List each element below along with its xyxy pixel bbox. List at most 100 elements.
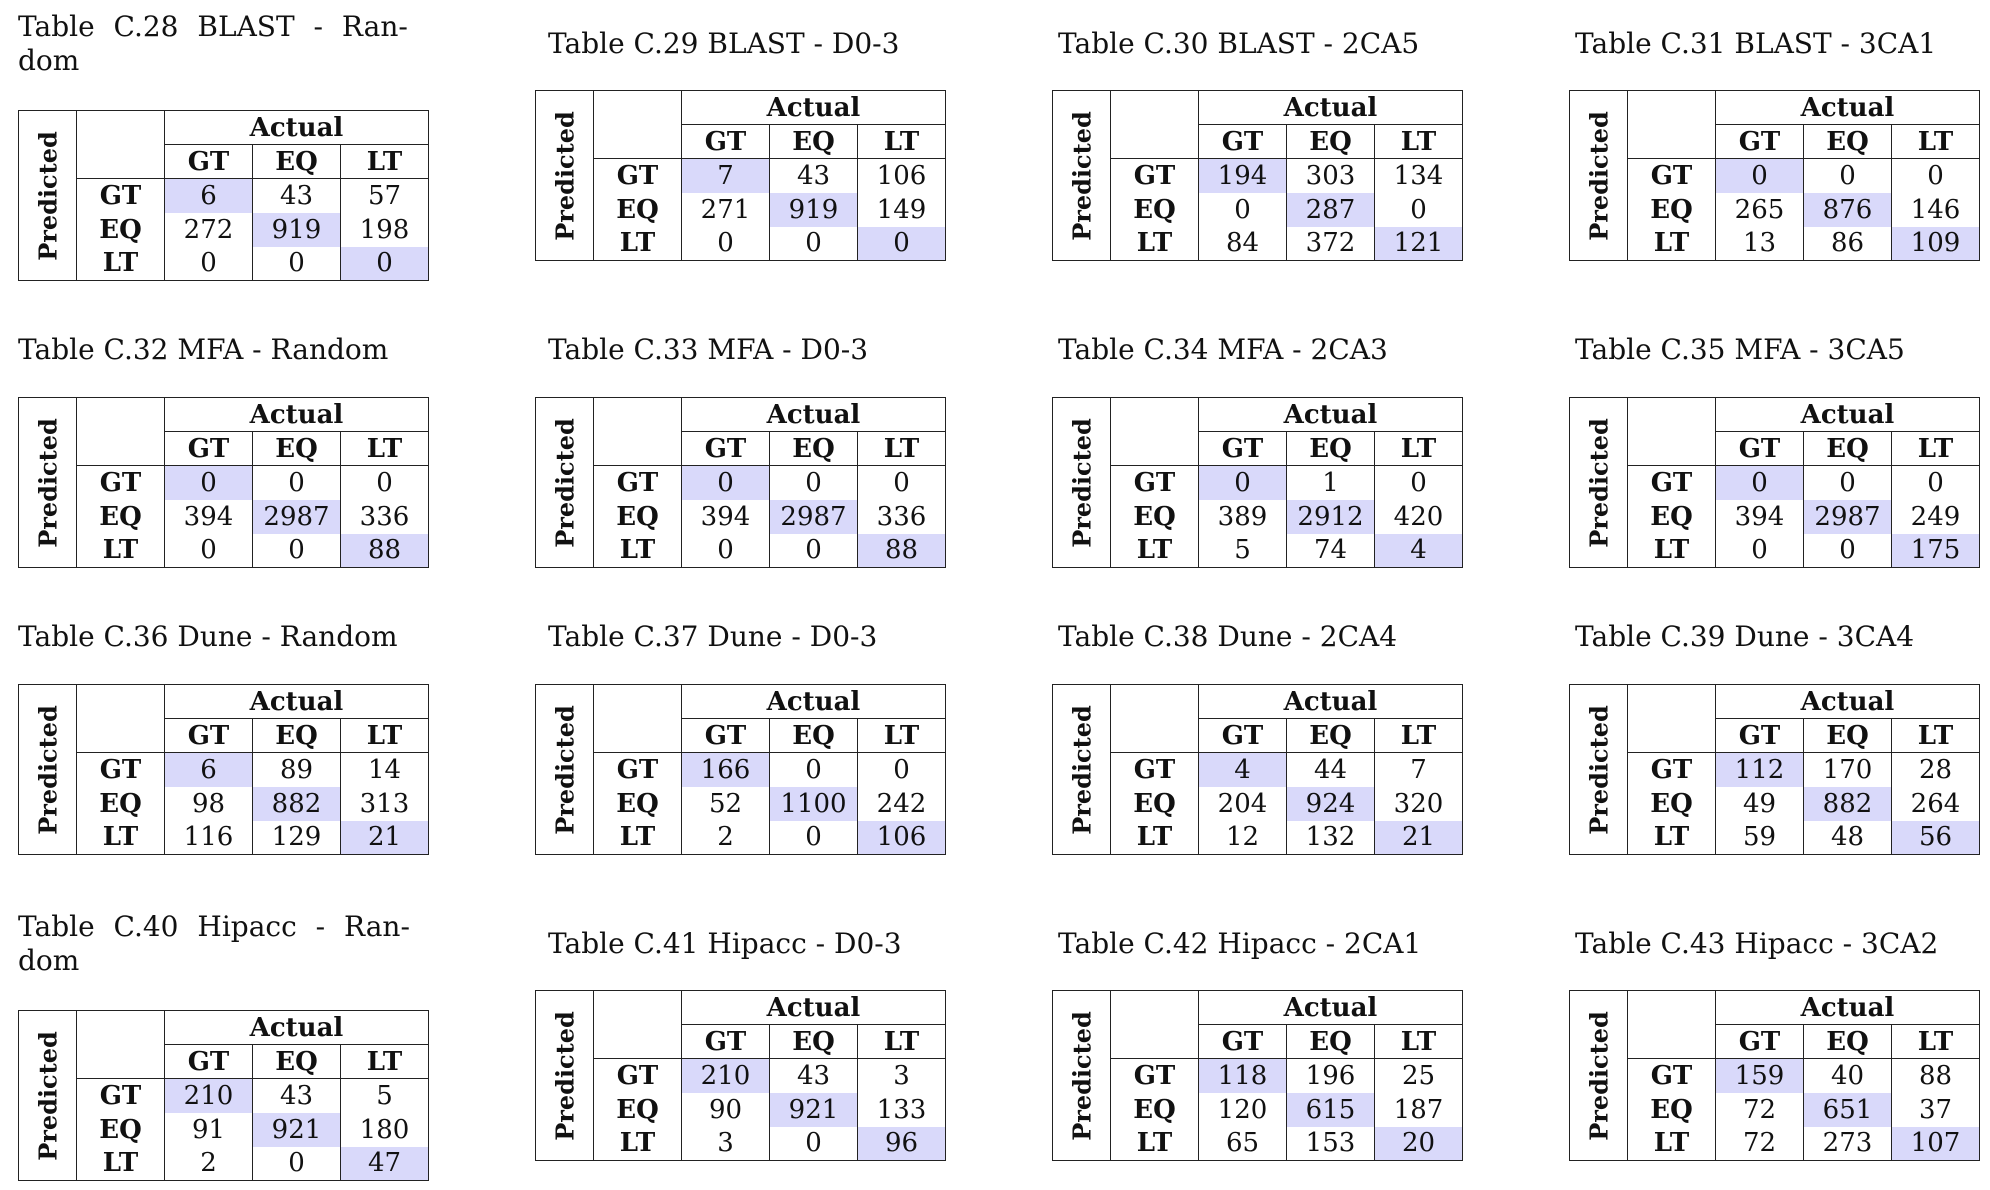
- value-cell: 86: [1803, 226, 1892, 261]
- row-header-gt: GT: [76, 1078, 165, 1113]
- table-row: GT 6 89 14: [19, 752, 429, 787]
- actual-header: Actual: [1198, 990, 1463, 1025]
- value-cell: 0: [769, 465, 858, 500]
- value-cell: 134: [1374, 158, 1463, 193]
- value-cell: 44: [1286, 752, 1375, 787]
- predicted-label: Predicted: [535, 90, 594, 261]
- corner-cell: [1627, 397, 1716, 466]
- row-header-eq: EQ: [593, 786, 682, 821]
- column-header-eq: EQ: [1803, 718, 1892, 753]
- column-header-lt: LT: [857, 1024, 946, 1059]
- diagonal-cell: 0: [857, 226, 946, 261]
- table-caption: Table C.30 BLAST - 2CA5: [1058, 27, 1420, 60]
- column-header-lt: LT: [340, 1044, 429, 1079]
- value-cell: 170: [1803, 752, 1892, 787]
- value-cell: 2: [164, 1146, 253, 1181]
- table-row: GT 0 0 0: [1570, 465, 1980, 500]
- row-header-lt: LT: [1110, 820, 1199, 855]
- value-cell: 106: [857, 158, 946, 193]
- value-cell: 3: [857, 1058, 946, 1093]
- confusion-matrix-table: Predicted Actual GT EQ LT GT 210 43 5 EQ 91 921 180 L…: [18, 1010, 429, 1181]
- table-row: GT 194 303 134: [1053, 158, 1463, 193]
- row-header-lt: LT: [1110, 533, 1199, 568]
- table-row: LT 2 0 106: [536, 820, 946, 855]
- column-header-lt: LT: [340, 144, 429, 179]
- diagonal-cell: 47: [340, 1146, 429, 1181]
- table-row: EQ 72 651 37: [1570, 1092, 1980, 1127]
- row-header-gt: GT: [76, 465, 165, 500]
- row-header-lt: LT: [76, 533, 165, 568]
- row-header-lt: LT: [593, 1126, 682, 1161]
- value-cell: 37: [1891, 1092, 1980, 1127]
- value-cell: 265: [1715, 192, 1804, 227]
- table-row: EQ 272 919 198: [19, 212, 429, 247]
- row-header-lt: LT: [1627, 820, 1716, 855]
- column-header-lt: LT: [857, 718, 946, 753]
- diagonal-cell: 96: [857, 1126, 946, 1161]
- value-cell: 394: [1715, 499, 1804, 534]
- row-header-gt: GT: [593, 752, 682, 787]
- table-caption: Table C.41 Hipacc - D0-3: [548, 927, 902, 960]
- row-header-eq: EQ: [76, 1112, 165, 1147]
- table-row: LT 0 0 0: [536, 226, 946, 261]
- row-header-gt: GT: [1627, 752, 1716, 787]
- caption-line: dom: [18, 44, 80, 77]
- predicted-label: Predicted: [1569, 990, 1628, 1161]
- table-row: LT 0 0 175: [1570, 533, 1980, 568]
- value-cell: 336: [857, 499, 946, 534]
- value-cell: 204: [1198, 786, 1287, 821]
- row-header-lt: LT: [76, 820, 165, 855]
- diagonal-cell: 107: [1891, 1126, 1980, 1161]
- value-cell: 12: [1198, 820, 1287, 855]
- diagonal-cell: 6: [164, 752, 253, 787]
- value-cell: 98: [164, 786, 253, 821]
- corner-cell: [593, 684, 682, 753]
- diagonal-cell: 175: [1891, 533, 1980, 568]
- table-caption: Table C.28 BLAST - Ran-dom: [18, 10, 408, 78]
- diagonal-cell: 921: [252, 1112, 341, 1147]
- predicted-label: Predicted: [18, 397, 77, 568]
- diagonal-cell: 4: [1198, 752, 1287, 787]
- table-row: GT 0 1 0: [1053, 465, 1463, 500]
- row-header-lt: LT: [76, 1146, 165, 1181]
- row-header-lt: LT: [1627, 226, 1716, 261]
- predicted-label: Predicted: [1052, 90, 1111, 261]
- row-header-eq: EQ: [593, 499, 682, 534]
- column-header-lt: LT: [1374, 124, 1463, 159]
- diagonal-cell: 0: [1715, 158, 1804, 193]
- value-cell: 0: [164, 533, 253, 568]
- value-cell: 133: [857, 1092, 946, 1127]
- diagonal-cell: 651: [1803, 1092, 1892, 1127]
- value-cell: 196: [1286, 1058, 1375, 1093]
- diagonal-cell: 0: [340, 246, 429, 281]
- predicted-label: Predicted: [1569, 684, 1628, 855]
- column-header-eq: EQ: [252, 431, 341, 466]
- diagonal-cell: 882: [1803, 786, 1892, 821]
- value-cell: 0: [769, 752, 858, 787]
- confusion-matrix-table: Predicted Actual GT EQ LT GT 7 43 106 EQ 271 919 149…: [535, 90, 946, 261]
- value-cell: 90: [681, 1092, 770, 1127]
- row-header-eq: EQ: [76, 499, 165, 534]
- value-cell: 43: [769, 158, 858, 193]
- actual-header: Actual: [1198, 397, 1463, 432]
- column-header-lt: LT: [1891, 1024, 1980, 1059]
- column-header-eq: EQ: [1803, 124, 1892, 159]
- diagonal-cell: 2987: [769, 499, 858, 534]
- column-header-lt: LT: [1891, 431, 1980, 466]
- table-caption: Table C.39 Dune - 3CA4: [1575, 620, 1915, 653]
- column-header-eq: EQ: [1286, 1024, 1375, 1059]
- diagonal-cell: 88: [340, 533, 429, 568]
- actual-header: Actual: [164, 397, 429, 432]
- value-cell: 72: [1715, 1126, 1804, 1161]
- confusion-matrix-table: Predicted Actual GT EQ LT GT 0 1 0 EQ 389 2912 420 LT…: [1052, 397, 1463, 568]
- value-cell: 198: [340, 212, 429, 247]
- value-cell: 84: [1198, 226, 1287, 261]
- column-header-gt: GT: [681, 124, 770, 159]
- value-cell: 0: [252, 465, 341, 500]
- column-header-lt: LT: [857, 124, 946, 159]
- table-row: GT 0 0 0: [19, 465, 429, 500]
- diagonal-cell: 0: [681, 465, 770, 500]
- column-header-eq: EQ: [252, 144, 341, 179]
- table-row: GT 0 0 0: [1570, 158, 1980, 193]
- table-row: LT 84 372 121: [1053, 226, 1463, 261]
